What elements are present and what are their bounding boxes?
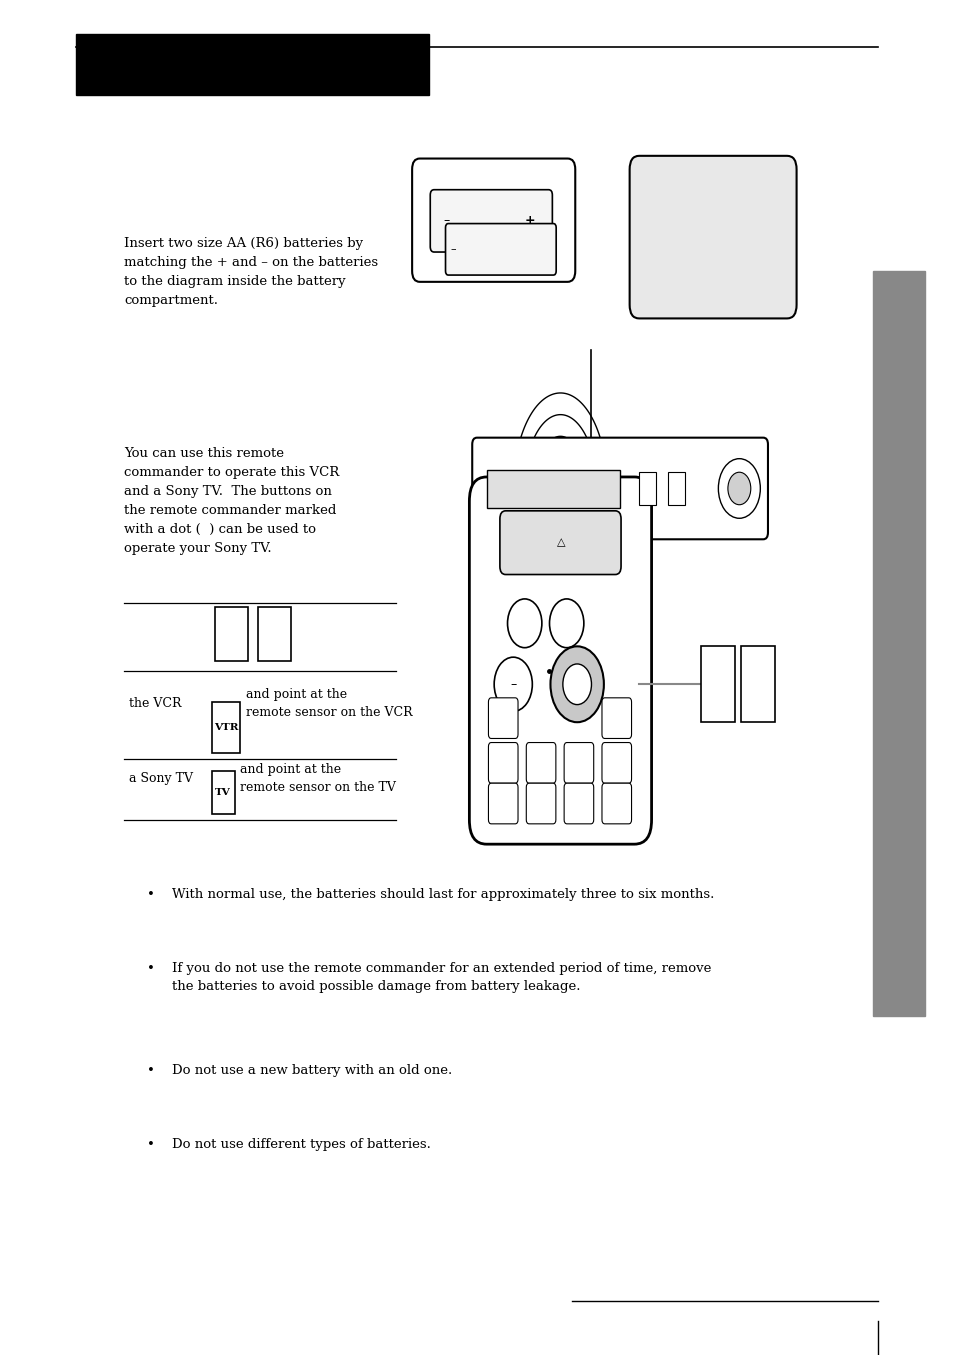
Circle shape [550, 646, 603, 722]
FancyBboxPatch shape [629, 156, 796, 318]
FancyBboxPatch shape [469, 477, 651, 844]
FancyBboxPatch shape [563, 783, 593, 824]
FancyBboxPatch shape [499, 511, 620, 575]
FancyBboxPatch shape [526, 783, 556, 824]
Text: –: – [510, 678, 516, 691]
Circle shape [507, 599, 541, 648]
Bar [212, 771, 234, 814]
Text: TV: TV [215, 789, 231, 797]
FancyBboxPatch shape [563, 743, 593, 783]
Bar [639, 472, 656, 505]
Bar [212, 702, 240, 753]
FancyBboxPatch shape [601, 698, 631, 738]
FancyBboxPatch shape [601, 783, 631, 824]
Text: •: • [147, 888, 154, 901]
FancyBboxPatch shape [430, 190, 552, 252]
Text: +: + [523, 214, 535, 228]
Text: •: • [147, 1064, 154, 1077]
Circle shape [727, 473, 750, 505]
Bar [740, 646, 774, 722]
Text: Do not use a new battery with an old one.: Do not use a new battery with an old one… [172, 1064, 452, 1077]
Text: and point at the
remote sensor on the VCR: and point at the remote sensor on the VC… [246, 688, 413, 720]
FancyBboxPatch shape [488, 698, 517, 738]
Circle shape [562, 664, 591, 705]
FancyBboxPatch shape [601, 743, 631, 783]
Text: Do not use different types of batteries.: Do not use different types of batteries. [172, 1138, 430, 1152]
FancyBboxPatch shape [445, 224, 556, 275]
Bar [700, 646, 734, 722]
Text: –: – [450, 244, 456, 255]
Text: a Sony TV: a Sony TV [129, 772, 193, 785]
Text: Insert two size AA (R6) batteries by
matching the + and – on the batteries
to th: Insert two size AA (R6) batteries by mat… [124, 237, 377, 308]
Circle shape [718, 458, 760, 519]
Text: With normal use, the batteries should last for approximately three to six months: With normal use, the batteries should la… [172, 888, 714, 901]
FancyBboxPatch shape [488, 743, 517, 783]
Bar [76, 34, 429, 95]
FancyBboxPatch shape [472, 438, 767, 539]
Text: •: • [147, 962, 154, 976]
Text: If you do not use the remote commander for an extended period of time, remove
th: If you do not use the remote commander f… [172, 962, 710, 993]
FancyBboxPatch shape [526, 743, 556, 783]
Circle shape [549, 599, 583, 648]
Text: •: • [147, 1138, 154, 1152]
Text: –: – [443, 214, 449, 228]
Bar [257, 607, 291, 661]
Text: △: △ [557, 537, 564, 547]
Circle shape [494, 657, 532, 711]
FancyBboxPatch shape [412, 159, 575, 282]
Text: VTR: VTR [213, 724, 238, 732]
Bar [486, 470, 619, 508]
Bar [667, 472, 684, 505]
FancyBboxPatch shape [488, 783, 517, 824]
Bar [214, 607, 248, 661]
Bar [872, 271, 924, 1016]
Text: You can use this remote
commander to operate this VCR
and a Sony TV.  The button: You can use this remote commander to ope… [124, 447, 339, 556]
Text: the VCR: the VCR [129, 698, 181, 710]
Text: and point at the
remote sensor on the TV: and point at the remote sensor on the TV [240, 763, 395, 794]
